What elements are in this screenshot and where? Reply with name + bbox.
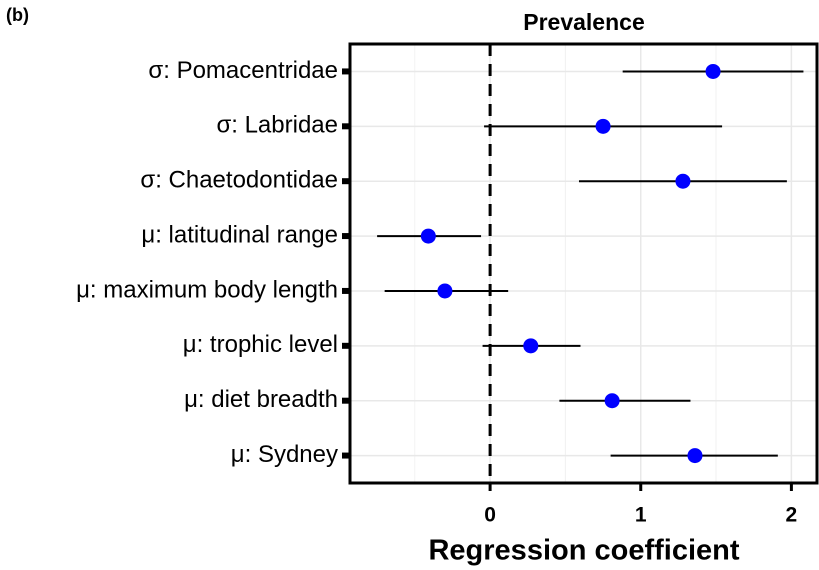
y-tick-label: μ: latitudinal range <box>141 221 338 248</box>
y-tick-label: μ: maximum body length <box>76 276 338 303</box>
plot-frame <box>348 42 819 485</box>
point <box>604 393 620 409</box>
point <box>595 118 611 134</box>
point <box>437 283 453 299</box>
point <box>675 173 691 189</box>
y-tick-label: σ: Chaetodontidae <box>140 167 338 194</box>
x-axis-label: Regression coefficient <box>428 535 739 567</box>
x-tick-label: 2 <box>786 504 798 527</box>
point <box>705 63 721 79</box>
y-tick-label: σ: Labridae <box>216 112 338 139</box>
x-tick-label: 0 <box>484 504 496 527</box>
point <box>523 338 539 354</box>
y-tick-label: σ: Pomacentridae <box>148 57 338 84</box>
chart-title: Prevalence <box>523 9 644 35</box>
x-tick-label: 1 <box>635 504 647 527</box>
panel-label: (b) <box>6 5 29 25</box>
point <box>420 228 436 244</box>
y-tick-label: μ: diet breadth <box>184 386 338 413</box>
y-tick-label: μ: Sydney <box>231 441 338 468</box>
point <box>687 448 703 464</box>
y-tick-label: μ: trophic level <box>183 331 338 358</box>
plot-background <box>350 44 817 483</box>
